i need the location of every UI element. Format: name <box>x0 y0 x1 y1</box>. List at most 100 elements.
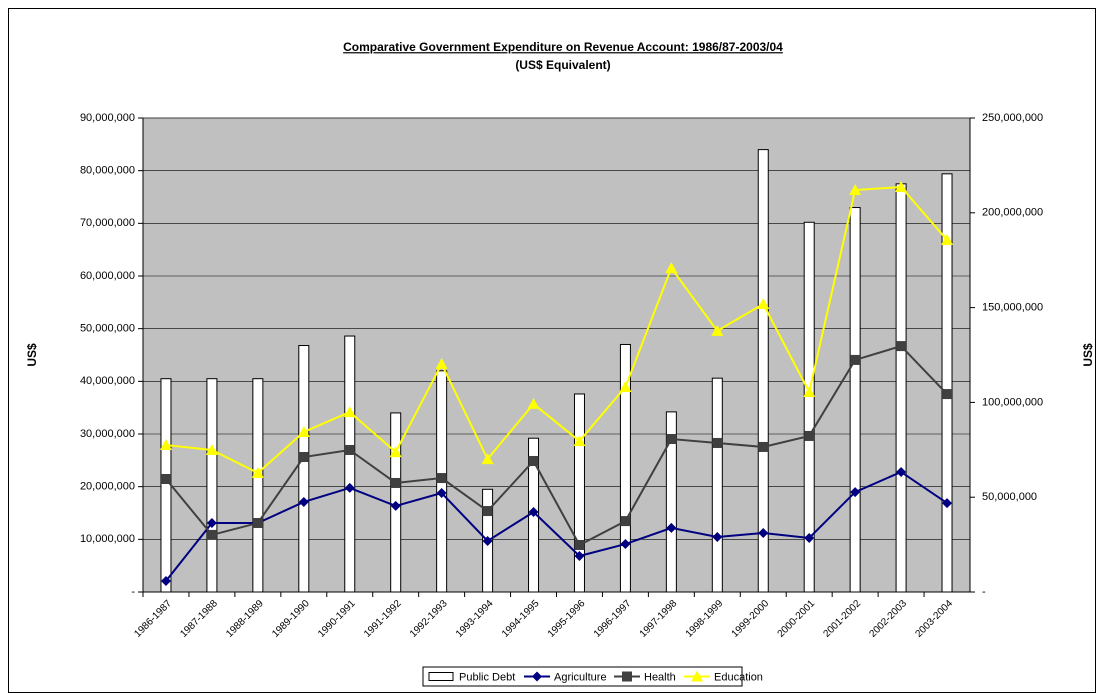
bar <box>573 393 585 593</box>
marker <box>896 466 907 477</box>
marker <box>344 444 355 455</box>
marker <box>620 516 631 527</box>
y-tick-label: 80,000,000 <box>80 165 135 177</box>
y2-tick-label: 200,000,000 <box>982 207 1043 219</box>
legend-swatch <box>428 672 454 681</box>
marker <box>298 452 309 463</box>
marker <box>804 430 815 441</box>
y2-tick-label: 150,000,000 <box>982 302 1043 314</box>
y-axis-label: US$ <box>25 343 39 367</box>
marker <box>711 324 724 336</box>
marker <box>159 439 172 451</box>
marker <box>389 446 402 458</box>
marker <box>251 466 264 478</box>
y-tick-label: 60,000,000 <box>80 270 135 282</box>
bar <box>849 207 861 593</box>
y-tick-label: 50,000,000 <box>80 323 135 335</box>
marker <box>206 529 217 540</box>
marker <box>574 550 585 561</box>
marker <box>482 506 493 517</box>
marker <box>941 233 954 245</box>
marker <box>804 532 815 543</box>
marker <box>850 487 861 498</box>
legend-marker <box>691 670 703 682</box>
bar <box>757 149 769 593</box>
marker <box>574 539 585 550</box>
marker <box>620 539 631 550</box>
marker <box>758 441 769 452</box>
legend-label: Agriculture <box>554 671 607 683</box>
marker <box>482 535 493 546</box>
marker <box>666 433 677 444</box>
marker <box>436 473 447 484</box>
legend-label: Education <box>714 671 763 683</box>
marker <box>849 184 862 196</box>
y-tick-label: - <box>131 586 135 598</box>
marker <box>712 437 723 448</box>
marker <box>160 473 171 484</box>
marker <box>206 517 217 528</box>
line <box>165 470 948 582</box>
bar <box>298 345 310 593</box>
marker <box>252 517 263 528</box>
marker <box>390 477 401 488</box>
y-tick-label: 70,000,000 <box>80 217 135 229</box>
marker <box>758 528 769 539</box>
bar <box>252 378 264 593</box>
marker <box>435 357 448 369</box>
chart-title: Comparative Government Expenditure on Re… <box>343 40 783 54</box>
marker <box>481 453 494 465</box>
marker <box>160 576 171 587</box>
y-tick-label: 40,000,000 <box>80 375 135 387</box>
marker <box>436 488 447 499</box>
marker <box>344 482 355 493</box>
marker <box>573 435 586 447</box>
marker <box>298 496 309 507</box>
line <box>165 344 948 547</box>
y2-tick-label: 50,000,000 <box>982 491 1037 503</box>
y-tick-label: 20,000,000 <box>80 481 135 493</box>
y-tick-label: 30,000,000 <box>80 428 135 440</box>
marker <box>527 397 540 409</box>
marker <box>528 455 539 466</box>
marker <box>896 341 907 352</box>
bar <box>711 377 723 593</box>
marker <box>205 443 218 455</box>
bar <box>895 183 907 593</box>
marker <box>619 381 632 393</box>
marker <box>712 532 723 543</box>
line <box>165 185 948 475</box>
y-tick-label: 10,000,000 <box>80 533 135 545</box>
marker <box>528 506 539 517</box>
marker <box>665 261 678 273</box>
legend-box <box>422 666 743 687</box>
y2-axis-label: US$ <box>1081 343 1095 367</box>
legend-label: Health <box>644 671 676 683</box>
bar <box>206 378 218 593</box>
marker <box>803 385 816 397</box>
marker <box>343 406 356 418</box>
bar <box>665 411 677 593</box>
bar <box>619 343 631 593</box>
marker <box>757 297 770 309</box>
marker <box>297 425 310 437</box>
bar <box>344 335 356 593</box>
y2-tick-label: 100,000,000 <box>982 396 1043 408</box>
marker <box>390 500 401 511</box>
marker <box>942 389 953 400</box>
bar <box>160 378 172 593</box>
y-tick-label: 90,000,000 <box>80 112 135 124</box>
plot-area <box>142 117 971 593</box>
chart-subtitle: (US$ Equivalent) <box>515 58 610 72</box>
marker <box>895 181 908 193</box>
legend-marker <box>532 671 542 682</box>
marker <box>942 498 953 509</box>
legend-marker <box>622 671 632 682</box>
legend-label: Public Debt <box>459 671 515 683</box>
marker <box>850 354 861 365</box>
y2-tick-label: - <box>982 586 986 598</box>
bar <box>803 221 815 593</box>
bar <box>941 173 953 593</box>
marker <box>666 522 677 533</box>
